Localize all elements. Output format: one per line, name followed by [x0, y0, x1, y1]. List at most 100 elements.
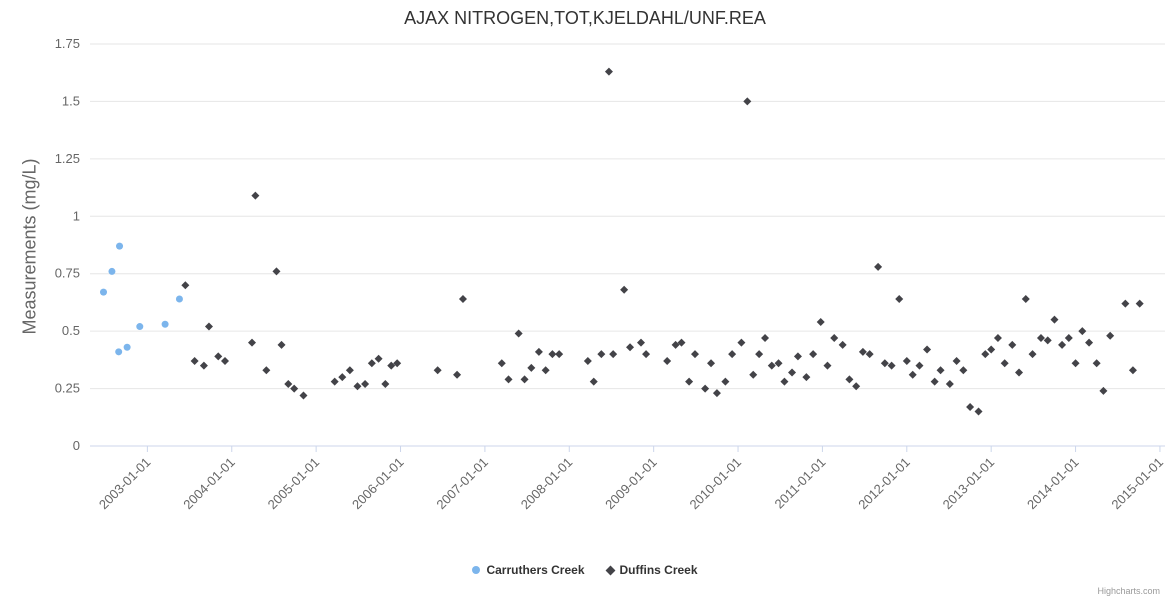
data-point-duffins-creek[interactable] — [809, 350, 818, 359]
data-point-duffins-creek[interactable] — [663, 357, 672, 366]
data-point-duffins-creek[interactable] — [677, 338, 686, 347]
data-point-duffins-creek[interactable] — [367, 359, 376, 368]
data-point-duffins-creek[interactable] — [1121, 299, 1130, 308]
data-point-duffins-creek[interactable] — [555, 350, 564, 359]
data-point-duffins-creek[interactable] — [845, 375, 854, 384]
data-point-duffins-creek[interactable] — [887, 361, 896, 370]
data-point-duffins-creek[interactable] — [908, 370, 917, 379]
data-point-duffins-creek[interactable] — [514, 329, 523, 338]
data-point-duffins-creek[interactable] — [1050, 315, 1059, 324]
data-point-duffins-creek[interactable] — [1000, 359, 1009, 368]
data-point-duffins-creek[interactable] — [1058, 340, 1067, 349]
data-point-duffins-creek[interactable] — [767, 361, 776, 370]
data-point-duffins-creek[interactable] — [199, 361, 208, 370]
data-point-duffins-creek[interactable] — [737, 338, 746, 347]
data-point-duffins-creek[interactable] — [262, 366, 271, 375]
legend-item-carruthers-creek[interactable]: Carruthers Creek — [472, 563, 585, 577]
data-point-duffins-creek[interactable] — [936, 366, 945, 375]
data-point-duffins-creek[interactable] — [749, 370, 758, 379]
data-point-duffins-creek[interactable] — [589, 377, 598, 386]
data-point-duffins-creek[interactable] — [959, 366, 968, 375]
data-point-duffins-creek[interactable] — [272, 267, 281, 276]
data-point-duffins-creek[interactable] — [816, 317, 825, 326]
data-point-duffins-creek[interactable] — [214, 352, 223, 361]
data-point-duffins-creek[interactable] — [993, 334, 1002, 343]
data-point-duffins-creek[interactable] — [497, 359, 506, 368]
data-point-duffins-creek[interactable] — [780, 377, 789, 386]
data-point-duffins-creek[interactable] — [966, 402, 975, 411]
data-point-duffins-creek[interactable] — [685, 377, 694, 386]
data-point-duffins-creek[interactable] — [1128, 366, 1137, 375]
data-point-duffins-creek[interactable] — [671, 340, 680, 349]
data-point-duffins-creek[interactable] — [458, 294, 467, 303]
data-point-duffins-creek[interactable] — [874, 262, 883, 271]
data-point-carruthers-creek[interactable] — [100, 288, 108, 296]
data-point-duffins-creek[interactable] — [1021, 294, 1030, 303]
data-point-duffins-creek[interactable] — [330, 377, 339, 386]
data-point-duffins-creek[interactable] — [974, 407, 983, 416]
data-point-duffins-creek[interactable] — [284, 379, 293, 388]
data-point-duffins-creek[interactable] — [838, 340, 847, 349]
data-point-duffins-creek[interactable] — [520, 375, 529, 384]
data-point-duffins-creek[interactable] — [374, 354, 383, 363]
data-point-duffins-creek[interactable] — [830, 334, 839, 343]
data-point-duffins-creek[interactable] — [945, 379, 954, 388]
data-point-carruthers-creek[interactable] — [161, 320, 169, 328]
data-point-duffins-creek[interactable] — [1071, 359, 1080, 368]
data-point-duffins-creek[interactable] — [755, 350, 764, 359]
data-point-duffins-creek[interactable] — [712, 389, 721, 398]
data-point-duffins-creek[interactable] — [251, 191, 260, 200]
data-point-duffins-creek[interactable] — [728, 350, 737, 359]
data-point-duffins-creek[interactable] — [852, 382, 861, 391]
data-point-duffins-creek[interactable] — [1064, 334, 1073, 343]
data-point-duffins-creek[interactable] — [433, 366, 442, 375]
data-point-duffins-creek[interactable] — [609, 350, 618, 359]
data-point-duffins-creek[interactable] — [299, 391, 308, 400]
data-point-duffins-creek[interactable] — [761, 334, 770, 343]
data-point-duffins-creek[interactable] — [902, 357, 911, 366]
data-point-duffins-creek[interactable] — [604, 67, 613, 76]
data-point-duffins-creek[interactable] — [707, 359, 716, 368]
data-point-duffins-creek[interactable] — [453, 370, 462, 379]
data-point-duffins-creek[interactable] — [981, 350, 990, 359]
data-point-duffins-creek[interactable] — [788, 368, 797, 377]
data-point-carruthers-creek[interactable] — [175, 295, 183, 303]
data-point-duffins-creek[interactable] — [204, 322, 213, 331]
data-point-duffins-creek[interactable] — [1092, 359, 1101, 368]
data-point-duffins-creek[interactable] — [583, 357, 592, 366]
data-point-duffins-creek[interactable] — [895, 294, 904, 303]
data-point-duffins-creek[interactable] — [527, 363, 536, 372]
data-point-duffins-creek[interactable] — [1028, 350, 1037, 359]
data-point-duffins-creek[interactable] — [345, 366, 354, 375]
data-point-duffins-creek[interactable] — [1008, 340, 1017, 349]
data-point-duffins-creek[interactable] — [691, 350, 700, 359]
data-point-duffins-creek[interactable] — [541, 366, 550, 375]
data-point-duffins-creek[interactable] — [387, 361, 396, 370]
data-point-duffins-creek[interactable] — [626, 343, 635, 352]
data-point-duffins-creek[interactable] — [361, 379, 370, 388]
data-point-duffins-creek[interactable] — [381, 379, 390, 388]
data-point-duffins-creek[interactable] — [915, 361, 924, 370]
data-point-duffins-creek[interactable] — [743, 97, 752, 106]
data-point-duffins-creek[interactable] — [774, 359, 783, 368]
data-point-duffins-creek[interactable] — [858, 347, 867, 356]
data-point-duffins-creek[interactable] — [620, 285, 629, 294]
data-point-duffins-creek[interactable] — [987, 345, 996, 354]
data-point-carruthers-creek[interactable] — [115, 348, 123, 356]
data-point-duffins-creek[interactable] — [637, 338, 646, 347]
data-point-duffins-creek[interactable] — [923, 345, 932, 354]
data-point-duffins-creek[interactable] — [802, 373, 811, 382]
data-point-duffins-creek[interactable] — [952, 357, 961, 366]
data-point-duffins-creek[interactable] — [823, 361, 832, 370]
data-point-carruthers-creek[interactable] — [136, 323, 144, 331]
data-point-duffins-creek[interactable] — [290, 384, 299, 393]
data-point-duffins-creek[interactable] — [1015, 368, 1024, 377]
data-point-duffins-creek[interactable] — [865, 350, 874, 359]
data-point-duffins-creek[interactable] — [353, 382, 362, 391]
data-point-carruthers-creek[interactable] — [108, 267, 116, 275]
data-point-duffins-creek[interactable] — [393, 359, 402, 368]
data-point-carruthers-creek[interactable] — [123, 343, 131, 351]
data-point-duffins-creek[interactable] — [190, 357, 199, 366]
data-point-duffins-creek[interactable] — [338, 373, 347, 382]
data-point-duffins-creek[interactable] — [793, 352, 802, 361]
